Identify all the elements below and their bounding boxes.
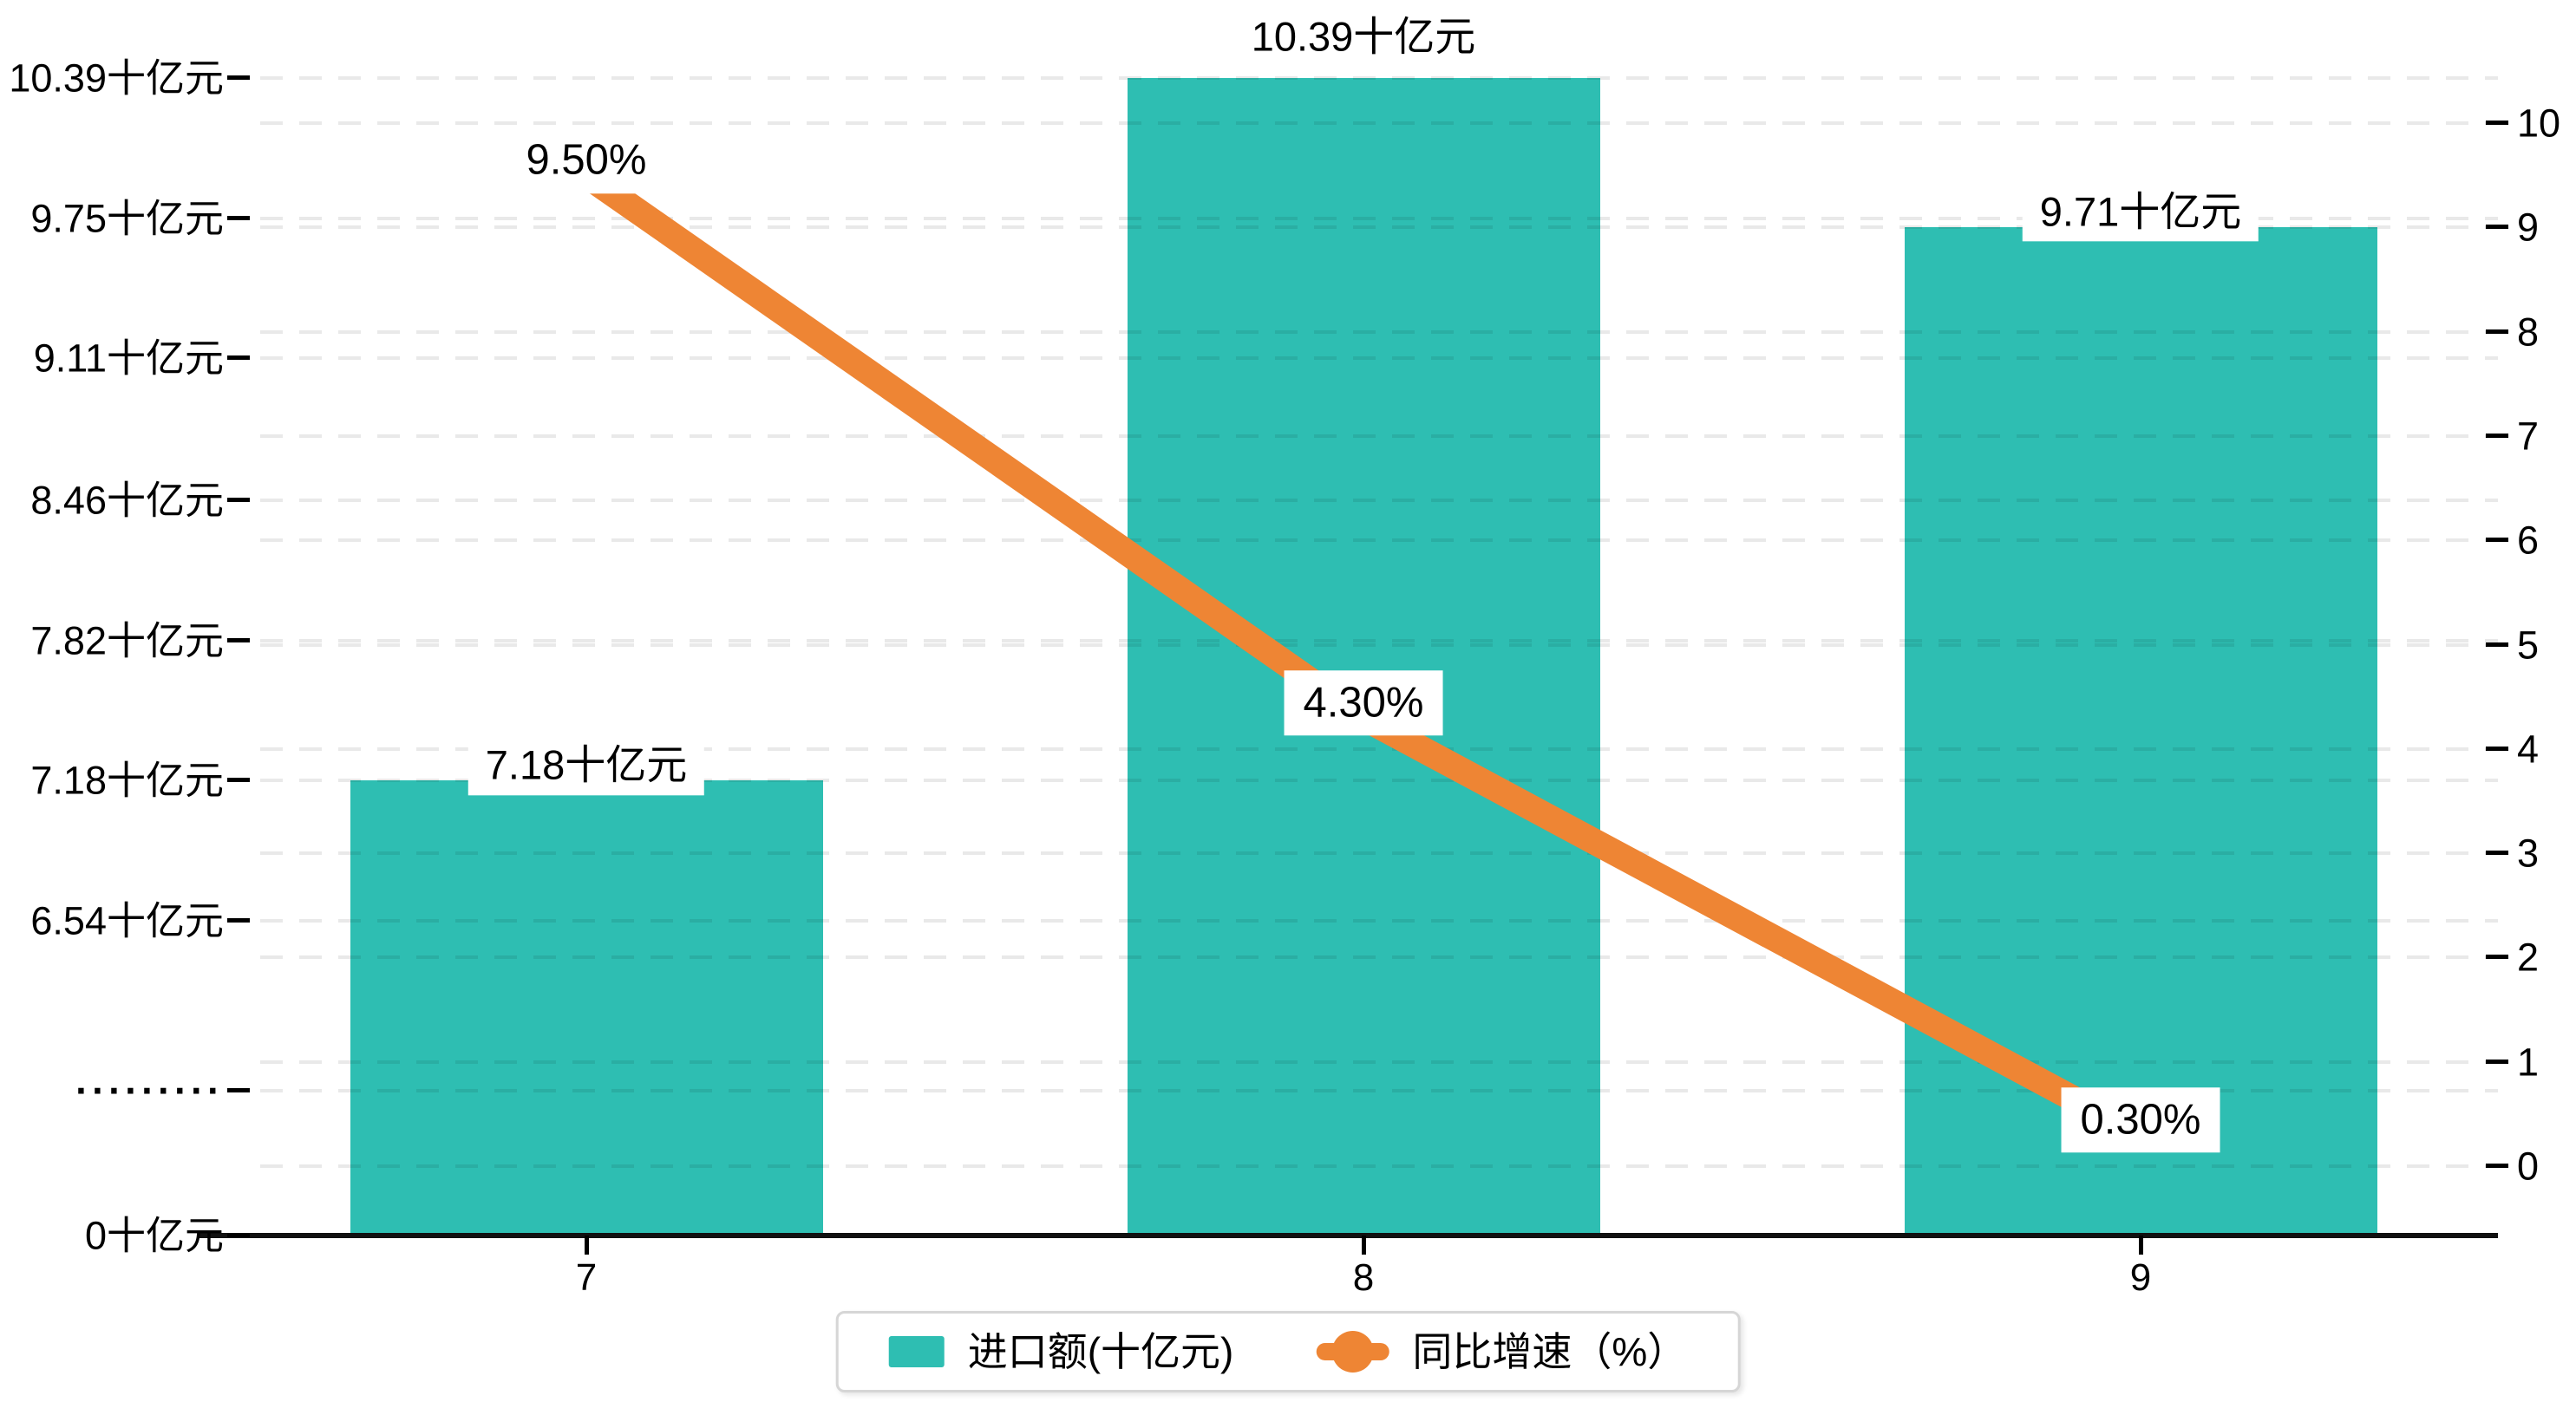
gridline — [260, 919, 2498, 923]
legend-item-imports[interactable]: 进口额(十亿元) — [888, 1329, 1234, 1374]
left-axis-tick-label: 7.18十亿元 — [30, 758, 224, 803]
line-value-label: 0.30% — [2061, 1087, 2220, 1153]
left-axis-tick-label: 10.39十亿元 — [9, 55, 224, 101]
right-axis-tick-label: 1 — [2517, 1040, 2540, 1085]
left-axis-tick-mark — [227, 75, 250, 80]
left-axis-tick-label: 9.75十亿元 — [30, 196, 224, 241]
right-axis-tick-label: 6 — [2517, 518, 2540, 563]
line-series-icon — [1316, 1330, 1389, 1373]
left-axis-tick-mark — [227, 778, 250, 783]
growth-line — [579, 164, 2148, 1147]
gridline — [260, 76, 2498, 80]
right-axis-tick-label: 7 — [2517, 414, 2540, 459]
left-axis-tick-mark — [227, 637, 250, 642]
legend-item-growth[interactable]: 同比增速（%） — [1316, 1330, 1687, 1373]
gridline — [260, 499, 2498, 503]
right-axis-tick-mark — [2486, 746, 2508, 751]
right-axis-tick-mark — [2486, 433, 2508, 438]
right-axis-tick-mark — [2486, 538, 2508, 543]
right-axis-tick-label: 8 — [2517, 310, 2540, 355]
right-axis-tick-label: 10 — [2517, 101, 2561, 146]
bar-series-swatch-icon — [888, 1336, 945, 1367]
gridline — [260, 747, 2498, 751]
gridline — [260, 1089, 2498, 1092]
gridline — [260, 638, 2498, 642]
gridline — [260, 225, 2498, 230]
x-axis-line — [199, 1233, 2498, 1238]
gridline — [260, 1060, 2498, 1064]
bar — [1904, 226, 2377, 1236]
left-axis-tick-label: 9.11十亿元 — [33, 336, 224, 381]
line-value-label: 4.30% — [1284, 669, 1443, 736]
left-axis-tick-mark — [227, 1233, 250, 1237]
right-axis-tick-mark — [2486, 1164, 2508, 1168]
legend-label-growth: 同比增速（%） — [1412, 1329, 1688, 1374]
legend: 进口额(十亿元) 同比增速（%） — [835, 1311, 1741, 1392]
bar — [350, 780, 823, 1236]
right-axis-tick-label: 4 — [2517, 727, 2540, 772]
x-axis-tick-mark — [1362, 1236, 1366, 1255]
right-axis-tick-label: 9 — [2517, 205, 2540, 250]
right-axis-tick-mark — [2486, 329, 2508, 334]
gridline — [260, 955, 2498, 960]
x-axis-tick-mark — [585, 1236, 589, 1255]
left-axis-zero-label: 0十亿元 — [84, 1213, 224, 1258]
x-axis-category-label: 8 — [1352, 1256, 1375, 1299]
gridline — [260, 538, 2498, 543]
x-axis-category-label: 7 — [575, 1256, 598, 1299]
bar-value-label: 9.71十亿元 — [2022, 181, 2259, 242]
left-axis-tick-label: 7.82十亿元 — [30, 618, 224, 663]
gridline — [260, 779, 2498, 783]
right-axis-tick-label: 5 — [2517, 623, 2540, 667]
right-axis-tick-mark — [2486, 955, 2508, 960]
x-axis-tick-mark — [2139, 1236, 2143, 1255]
gridline — [260, 851, 2498, 856]
gridline — [260, 356, 2498, 361]
left-axis-tick-label: 6.54十亿元 — [30, 898, 224, 943]
gridline — [260, 329, 2498, 334]
right-axis-tick-label: 3 — [2517, 831, 2540, 876]
left-axis-tick-mark — [227, 498, 250, 503]
gridline — [260, 121, 2498, 125]
right-axis-tick-label: 2 — [2517, 935, 2540, 980]
bar — [1127, 78, 1600, 1236]
bar-value-label: 10.39十亿元 — [1233, 6, 1494, 67]
right-axis-tick-mark — [2486, 642, 2508, 647]
bar-value-label: 7.18十亿元 — [467, 734, 705, 796]
left-axis-break-dots: ········· — [75, 1068, 224, 1113]
left-axis-tick-mark — [227, 918, 250, 923]
right-axis-tick-mark — [2486, 851, 2508, 856]
gridline — [260, 1164, 2498, 1168]
right-axis-tick-mark — [2486, 1059, 2508, 1064]
legend-label-imports: 进口额(十亿元) — [967, 1329, 1234, 1374]
left-axis-tick-label: 8.46十亿元 — [30, 478, 224, 523]
x-axis-category-label: 9 — [2129, 1256, 2152, 1299]
line-value-label: 9.50% — [507, 127, 666, 193]
right-axis-tick-label: 0 — [2517, 1144, 2540, 1189]
left-axis-tick-mark — [227, 1088, 250, 1092]
right-axis-tick-mark — [2486, 121, 2508, 125]
gridline — [260, 216, 2498, 220]
left-axis-tick-mark — [227, 355, 250, 361]
right-axis-tick-mark — [2486, 225, 2508, 230]
gridline — [260, 434, 2498, 438]
gridline — [260, 642, 2498, 647]
left-axis-tick-mark — [227, 215, 250, 220]
